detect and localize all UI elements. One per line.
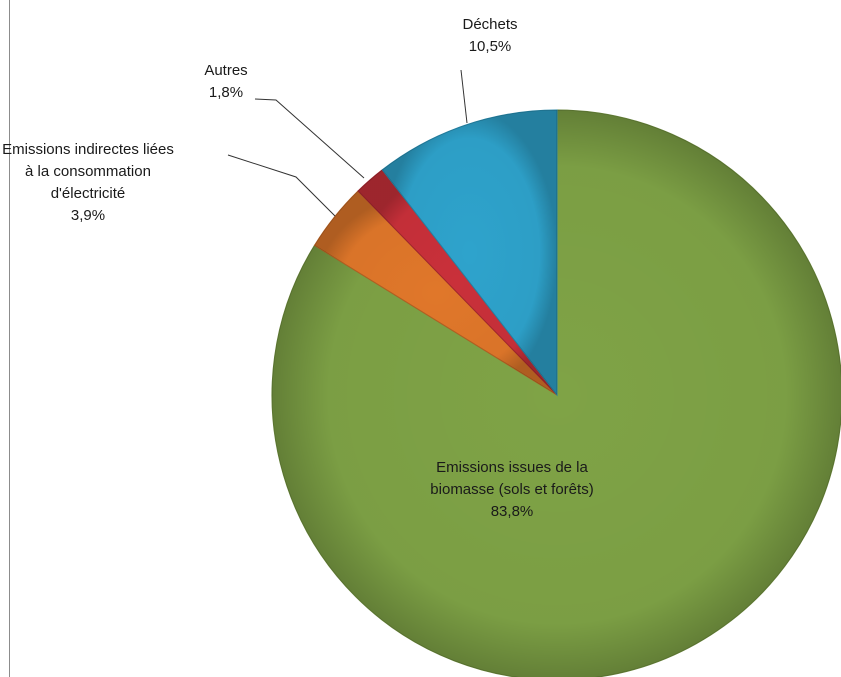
slice-label-line: Emissions indirectes liées xyxy=(2,141,174,158)
slice-value-4: 10,5% xyxy=(469,38,512,55)
slice-label-line: Déchets xyxy=(462,16,517,33)
slice-label-line: d'électricité xyxy=(51,185,126,202)
slice-label-4: Déchets 10,5% xyxy=(462,16,517,55)
slice-label-line: biomasse (sols et forêts) xyxy=(430,481,593,498)
slice-value-1: 83,8% xyxy=(491,503,534,520)
slice-label-3: Autres 1,8% xyxy=(204,62,247,101)
slice-value-2: 3,9% xyxy=(71,207,105,224)
slice-label-line: à la consommation xyxy=(25,163,151,180)
leader-line-3 xyxy=(254,98,365,179)
slice-label-1: Emissions issues de la biomasse (sols et … xyxy=(430,459,593,520)
slice-value-3: 1,8% xyxy=(209,84,243,101)
slice-label-2: Emissions indirectes liées à la consommat… xyxy=(2,141,174,224)
pie-slice-shading-1 xyxy=(272,110,841,677)
leader-line-2 xyxy=(227,154,336,217)
slice-label-line: Autres xyxy=(204,62,247,79)
pie-slice-shading-4 xyxy=(382,110,557,395)
leader-line-4 xyxy=(460,69,468,124)
slice-label-line: Emissions issues de la xyxy=(436,459,588,476)
pie-slice-shading-2 xyxy=(314,190,557,395)
pie-slice-shading-3 xyxy=(358,169,557,395)
chart-left-border xyxy=(9,0,10,677)
